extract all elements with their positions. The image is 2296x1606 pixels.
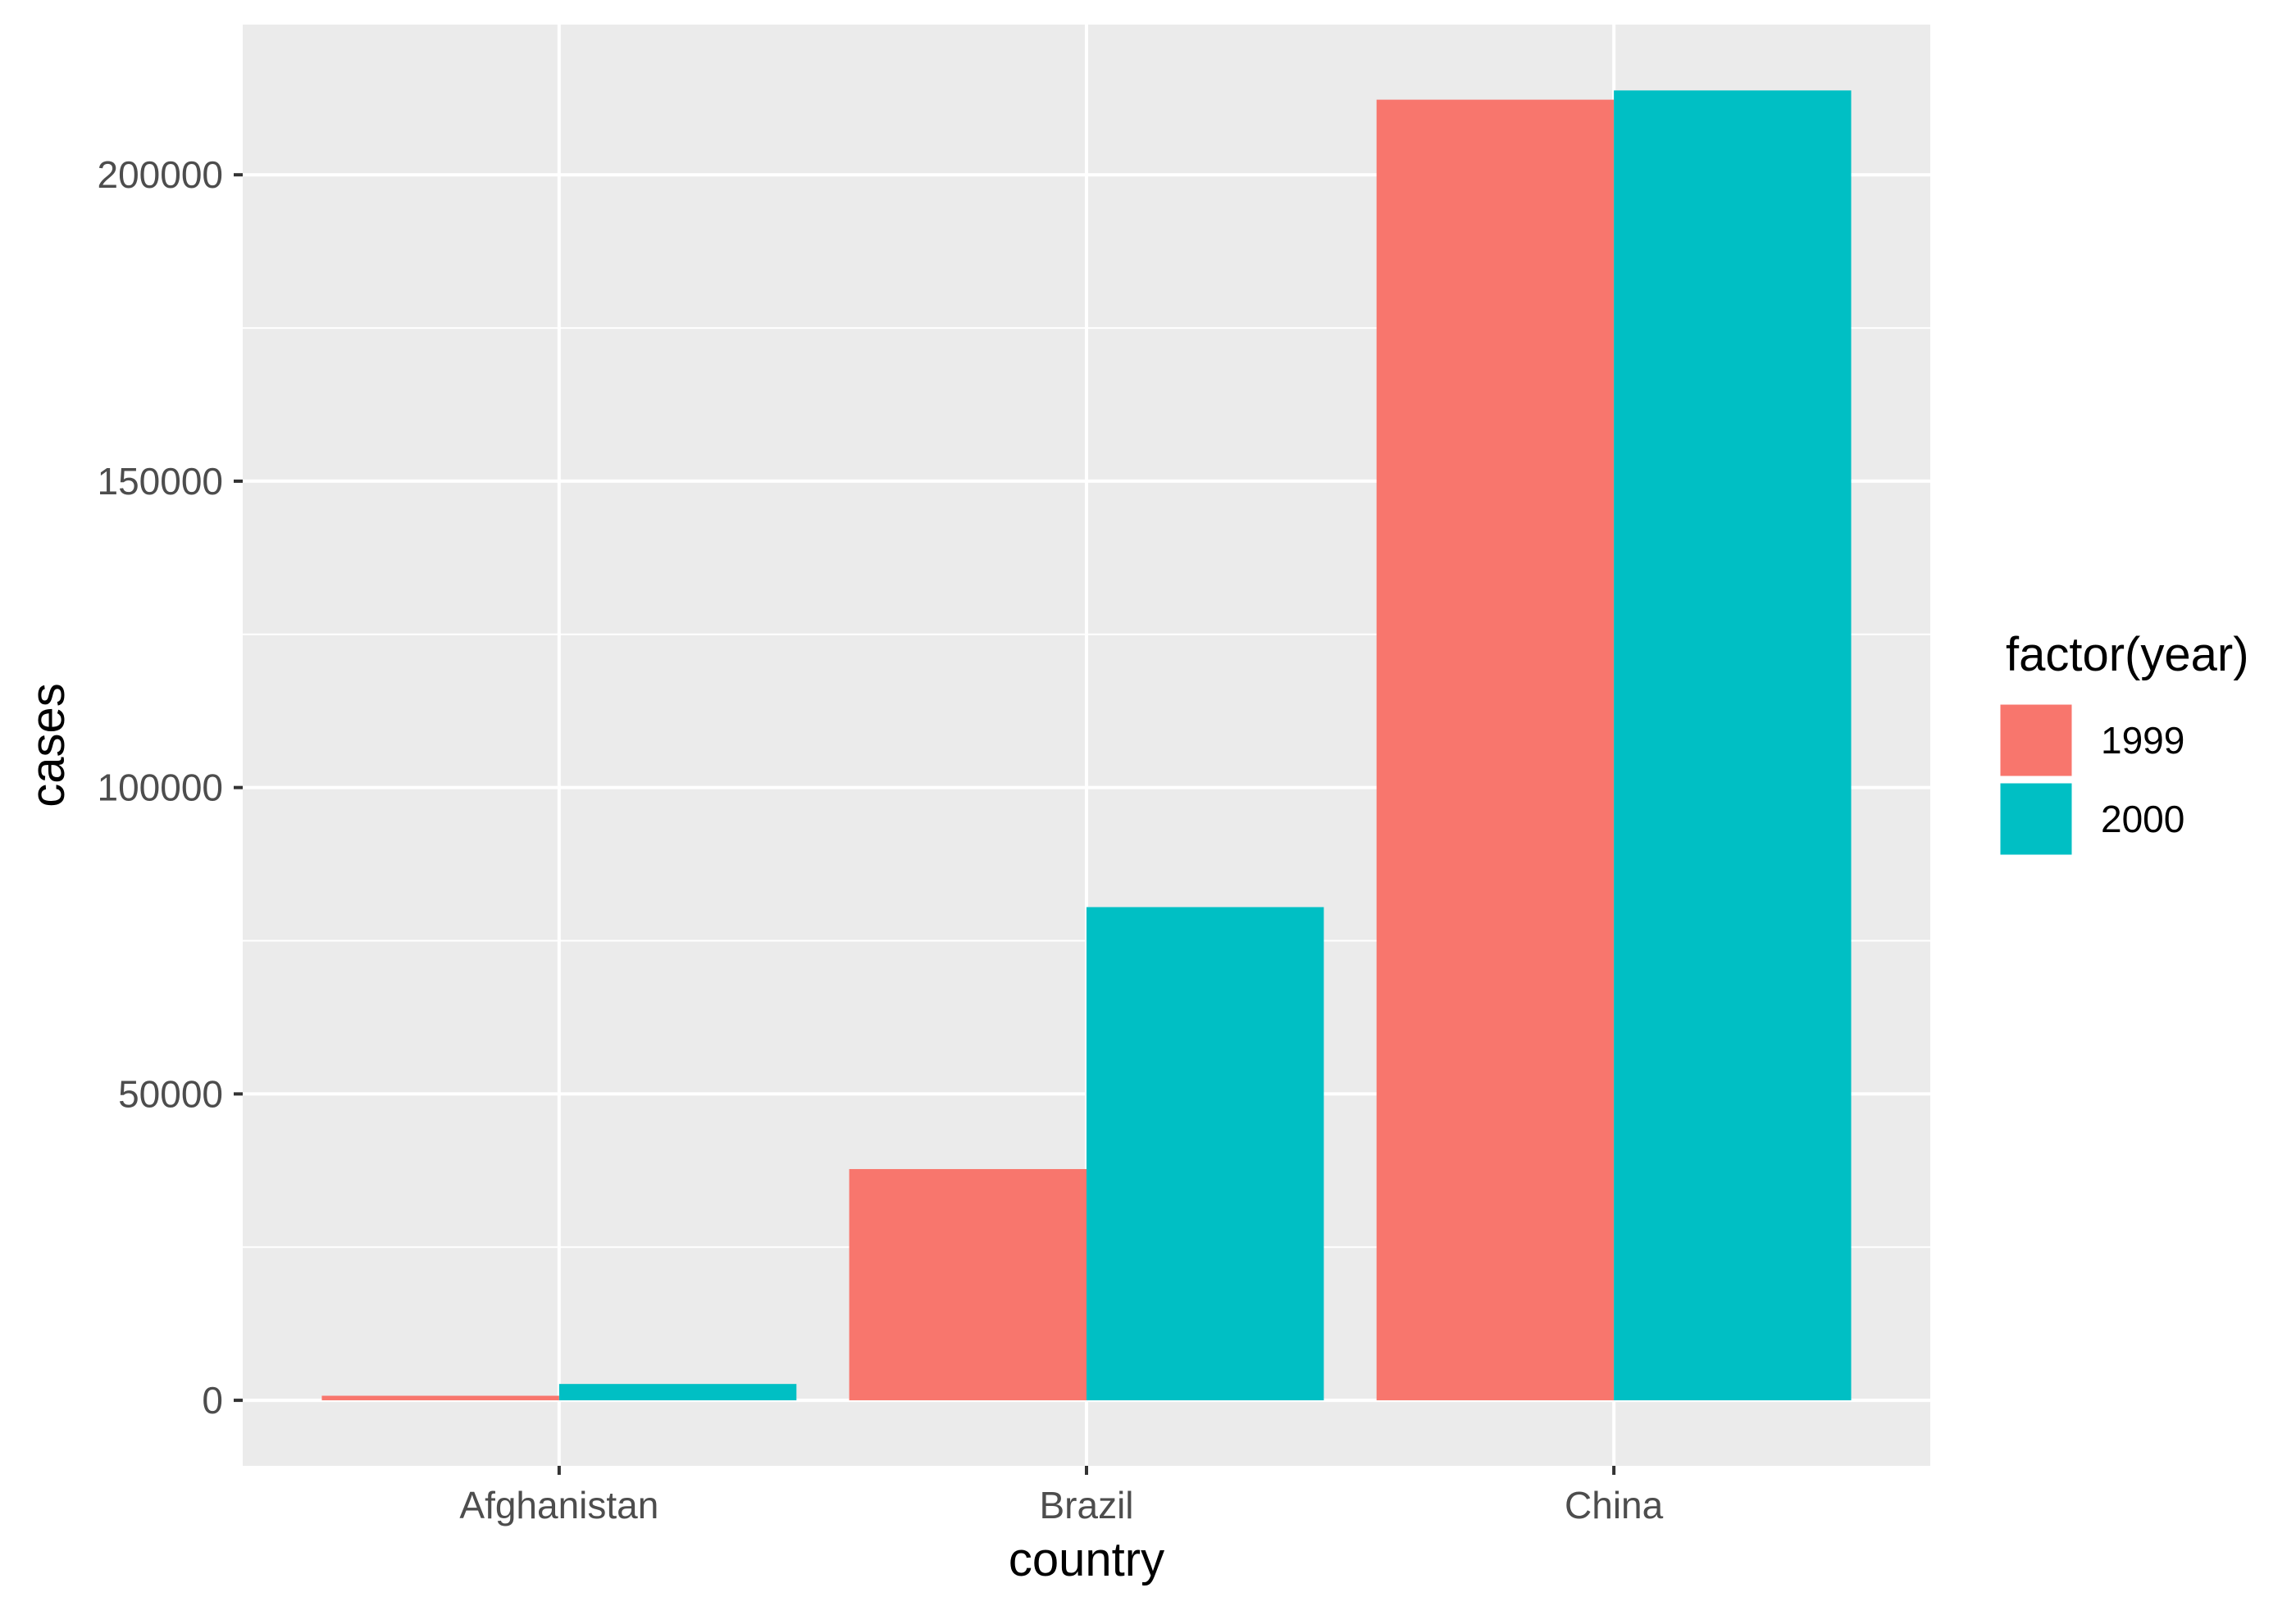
bar-afghanistan-1999: [321, 1395, 559, 1401]
y-tick-label: 200000: [98, 153, 224, 196]
bar-brazil-2000: [1086, 907, 1324, 1401]
x-axis: Afghanistan Brazil China: [459, 1466, 1664, 1526]
bar-china-2000: [1614, 90, 1852, 1401]
x-tick-label: China: [1565, 1484, 1664, 1526]
x-tick-label: Afghanistan: [459, 1484, 658, 1526]
y-tick-label: 50000: [118, 1072, 223, 1115]
legend-key-1999: [1998, 702, 2075, 779]
x-axis-title: country: [1009, 1533, 1164, 1586]
bars: [321, 90, 1852, 1401]
legend-key-2000: [1998, 780, 2075, 858]
y-axis-title: cases: [21, 683, 75, 808]
y-axis: 0 50000 100000 150000 200000: [98, 153, 243, 1422]
bar-china-1999: [1376, 99, 1615, 1401]
bar-afghanistan-2000: [558, 1384, 797, 1401]
y-tick-label: 100000: [98, 767, 224, 809]
legend-title: factor(year): [2006, 628, 2249, 681]
y-tick-label: 0: [202, 1379, 223, 1422]
x-tick-label: Brazil: [1039, 1484, 1133, 1526]
legend-label-1999: 1999: [2101, 719, 2184, 762]
y-tick-label: 150000: [98, 460, 224, 503]
legend: factor(year) 1999 2000: [1998, 628, 2249, 858]
legend-label-2000: 2000: [2101, 798, 2184, 840]
bar-brazil-1999: [849, 1169, 1086, 1401]
